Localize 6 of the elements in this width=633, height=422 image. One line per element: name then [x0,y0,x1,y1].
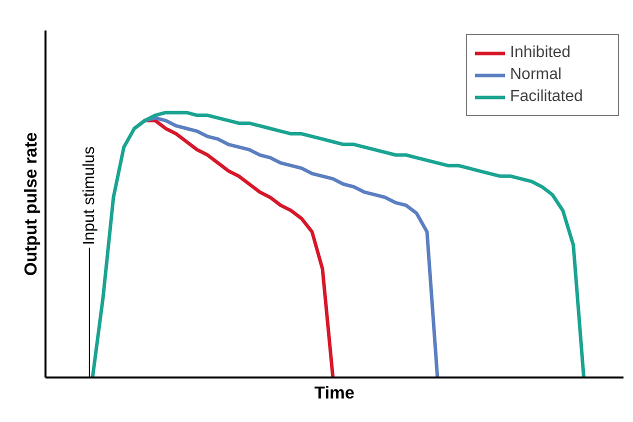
y-axis-title: Output pulse rate [20,132,40,276]
legend-label: Facilitated [510,88,584,106]
legend-label: Inhibited [510,44,572,62]
annotation: Input stimulus [80,146,98,246]
x-axis-title: Time [314,382,355,402]
legend-label: Normal [510,66,563,84]
